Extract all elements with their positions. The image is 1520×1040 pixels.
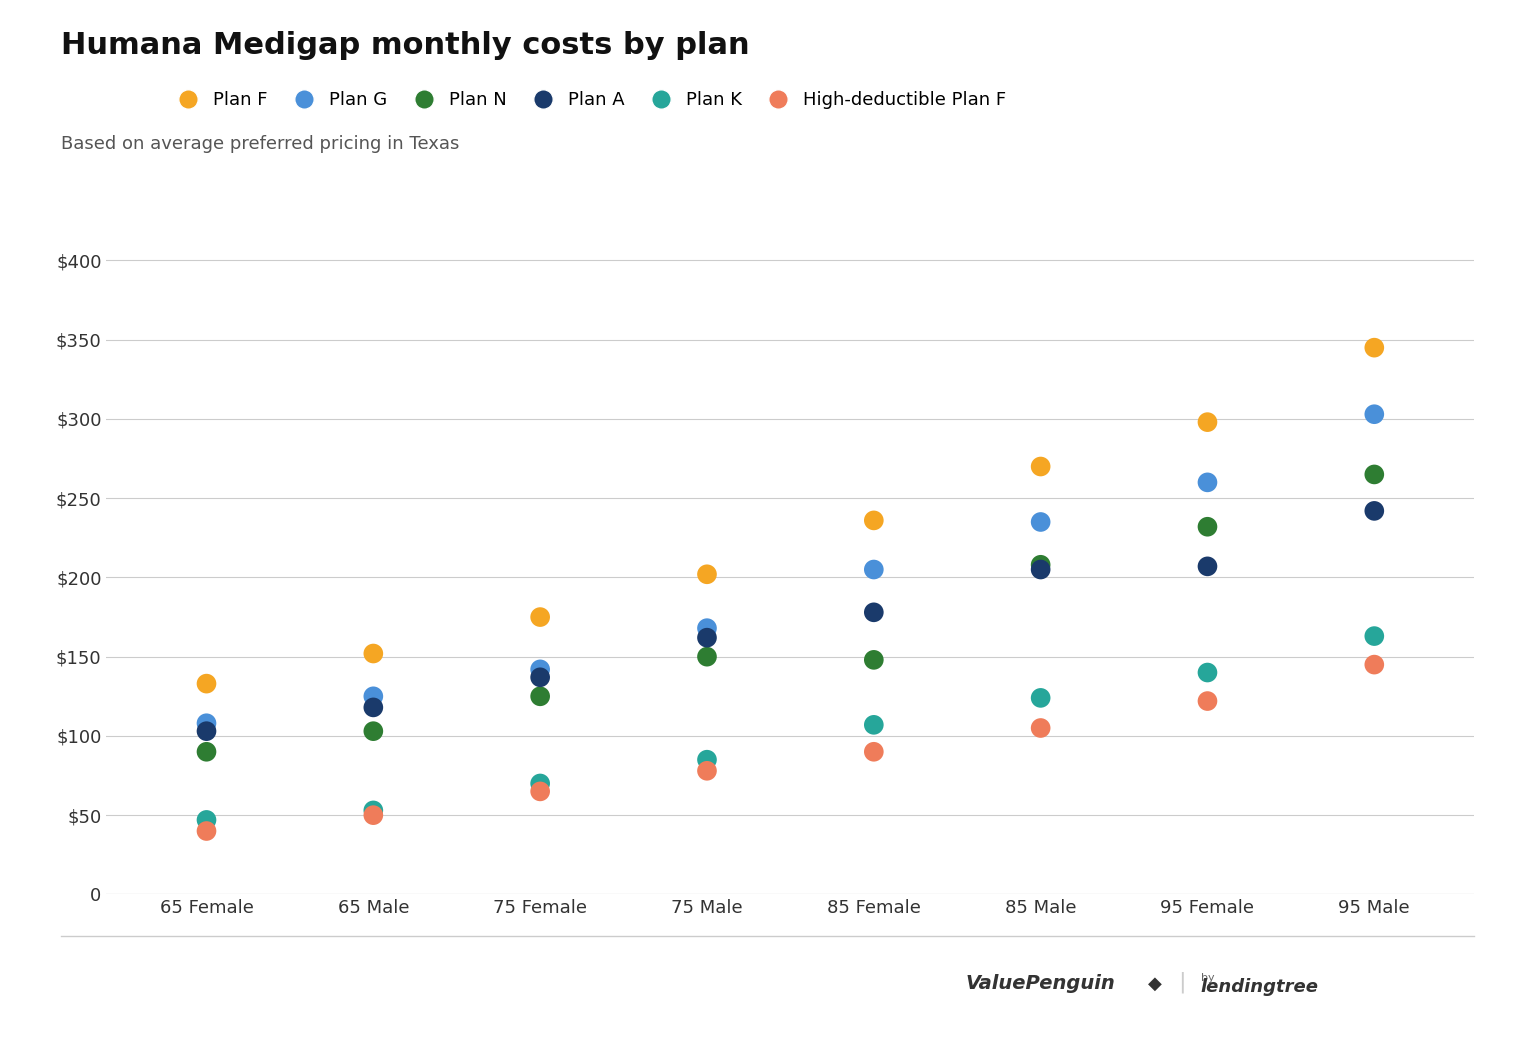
Plan F xyxy=(695,566,719,582)
Plan N xyxy=(195,744,219,760)
Plan G xyxy=(695,620,719,636)
Plan F xyxy=(195,675,219,692)
Plan F xyxy=(362,645,386,661)
Plan K xyxy=(862,717,886,733)
Text: ◆: ◆ xyxy=(1148,976,1161,993)
Plan G xyxy=(527,661,552,678)
Plan N xyxy=(862,651,886,668)
High-deductible Plan F xyxy=(527,783,552,800)
Plan K xyxy=(195,811,219,828)
Text: ValuePenguin: ValuePenguin xyxy=(965,974,1116,993)
Plan G xyxy=(362,688,386,705)
High-deductible Plan F xyxy=(862,744,886,760)
Plan A xyxy=(862,604,886,621)
Plan A xyxy=(1195,558,1219,575)
Plan K xyxy=(1195,665,1219,681)
Plan N xyxy=(695,648,719,665)
Plan G xyxy=(1362,406,1386,422)
Plan A xyxy=(195,723,219,739)
Plan A xyxy=(527,669,552,685)
Text: Based on average preferred pricing in Texas: Based on average preferred pricing in Te… xyxy=(61,135,459,153)
Plan A xyxy=(695,629,719,646)
Plan G xyxy=(862,562,886,578)
Plan K xyxy=(1362,628,1386,645)
Text: by: by xyxy=(1201,972,1214,983)
Plan N xyxy=(1195,518,1219,535)
Plan N xyxy=(1029,556,1053,573)
High-deductible Plan F xyxy=(1362,656,1386,673)
Plan F xyxy=(1195,414,1219,431)
Plan F xyxy=(862,512,886,528)
Plan A xyxy=(1029,562,1053,578)
Text: |: | xyxy=(1178,971,1186,993)
Plan N xyxy=(362,723,386,739)
Plan F xyxy=(1029,459,1053,475)
Plan K xyxy=(362,802,386,818)
Plan G xyxy=(1029,514,1053,530)
High-deductible Plan F xyxy=(362,807,386,824)
Plan K xyxy=(1029,690,1053,706)
High-deductible Plan F xyxy=(695,762,719,779)
Plan K xyxy=(527,775,552,791)
Plan G xyxy=(195,714,219,731)
High-deductible Plan F xyxy=(195,823,219,839)
Plan F xyxy=(527,608,552,625)
Plan N xyxy=(527,688,552,705)
Plan A xyxy=(1362,502,1386,519)
Plan A xyxy=(362,699,386,716)
Legend: Plan F, Plan G, Plan N, Plan A, Plan K, High-deductible Plan F: Plan F, Plan G, Plan N, Plan A, Plan K, … xyxy=(170,92,1006,109)
High-deductible Plan F xyxy=(1029,720,1053,736)
Plan F xyxy=(1362,339,1386,356)
Plan G xyxy=(1195,474,1219,491)
Text: lendingtree: lendingtree xyxy=(1201,979,1319,996)
High-deductible Plan F xyxy=(1195,693,1219,709)
Plan N xyxy=(1362,466,1386,483)
Plan K xyxy=(695,751,719,768)
Text: Humana Medigap monthly costs by plan: Humana Medigap monthly costs by plan xyxy=(61,31,749,60)
